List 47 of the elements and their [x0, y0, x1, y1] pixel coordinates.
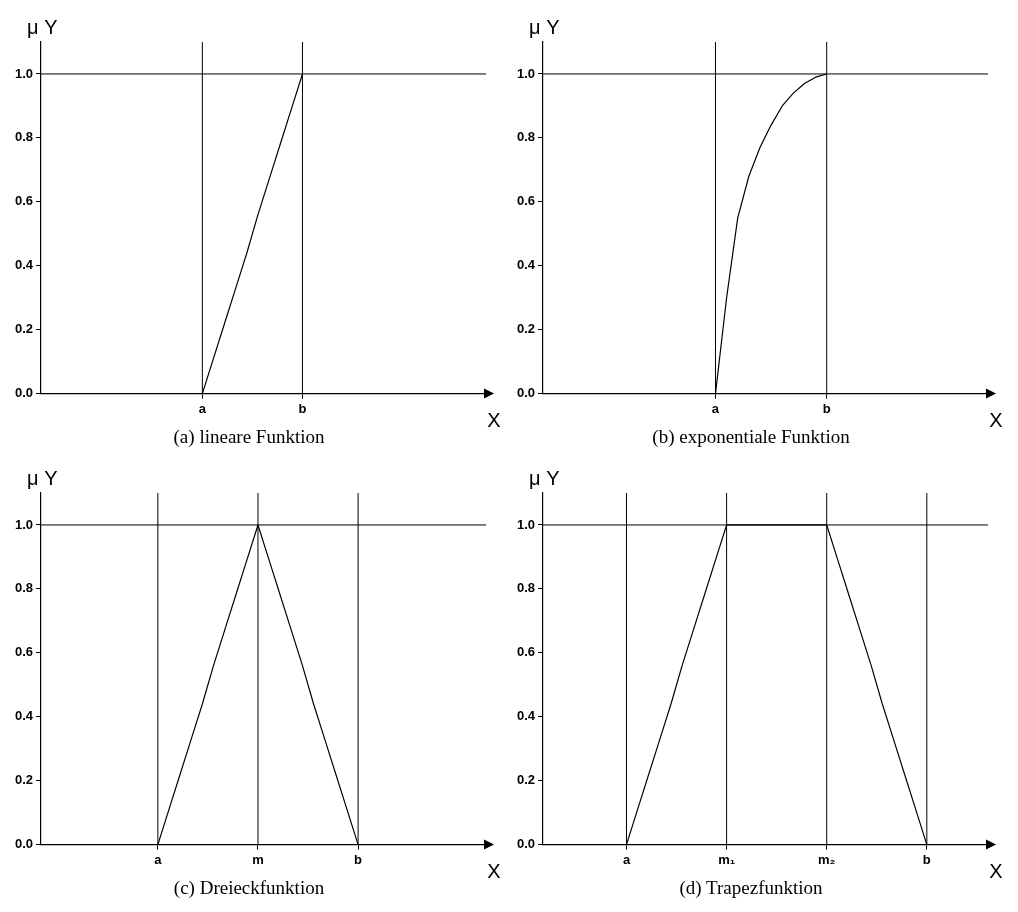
x-tick-label: m₂ — [818, 851, 836, 867]
y-tick-label: 0.6 — [516, 193, 536, 209]
y-tick-label: 0.8 — [14, 580, 34, 596]
text: (b) exponentiale Funktion — [652, 425, 851, 448]
y-tick-label: 0.8 — [516, 129, 536, 145]
x-tick-label: a — [622, 851, 631, 867]
y-tick-label: 0.2 — [516, 772, 536, 788]
x-axis-title: X — [989, 860, 1003, 883]
y-tick-label: 1.0 — [14, 65, 34, 81]
x-axis-title: X — [989, 409, 1003, 432]
y-tick-label: 0.2 — [14, 772, 34, 788]
text: (c) Dreieckfunktion — [173, 876, 325, 899]
x-axis-title: X — [487, 409, 501, 432]
x-tick-label: b — [354, 851, 363, 867]
x-tick-label: a — [711, 400, 720, 416]
text: (a) lineare Funktion — [173, 425, 325, 448]
y-tick-label: 0.8 — [14, 129, 34, 145]
x-tick-label: b — [822, 400, 831, 416]
x-tick-label: m — [252, 851, 264, 867]
y-tick-label: 1.0 — [516, 516, 536, 532]
y-tick-label: 1.0 — [516, 65, 536, 81]
y-tick-label: 0.6 — [14, 193, 34, 209]
y-tick-label: 0.0 — [516, 385, 536, 401]
x-tick-label: m₁ — [718, 851, 736, 867]
y-axis-title: μ Y — [529, 15, 560, 38]
y-axis-title: μ Y — [529, 466, 560, 489]
x-axis-title: X — [487, 860, 501, 883]
x-tick-label: a — [198, 400, 207, 416]
x-tick-label: b — [922, 851, 931, 867]
y-tick-label: 0.6 — [516, 644, 536, 660]
y-tick-label: 1.0 — [14, 516, 34, 532]
y-tick-label: 0.4 — [516, 708, 536, 724]
y-axis-title: μ Y — [27, 15, 58, 38]
y-tick-label: 0.4 — [516, 257, 536, 273]
text: (d) Trapezfunktion — [679, 876, 823, 899]
y-tick-label: 0.0 — [516, 836, 536, 852]
y-tick-label: 0.6 — [14, 644, 34, 660]
y-tick-label: 0.2 — [516, 321, 536, 337]
y-tick-label: 0.8 — [516, 580, 536, 596]
y-axis-title: μ Y — [27, 466, 58, 489]
x-tick-label: b — [298, 400, 307, 416]
y-tick-label: 0.0 — [14, 836, 34, 852]
y-tick-label: 0.4 — [14, 257, 34, 273]
y-tick-label: 0.0 — [14, 385, 34, 401]
y-tick-label: 0.4 — [14, 708, 34, 724]
y-tick-label: 0.2 — [14, 321, 34, 337]
x-tick-label: a — [154, 851, 163, 867]
